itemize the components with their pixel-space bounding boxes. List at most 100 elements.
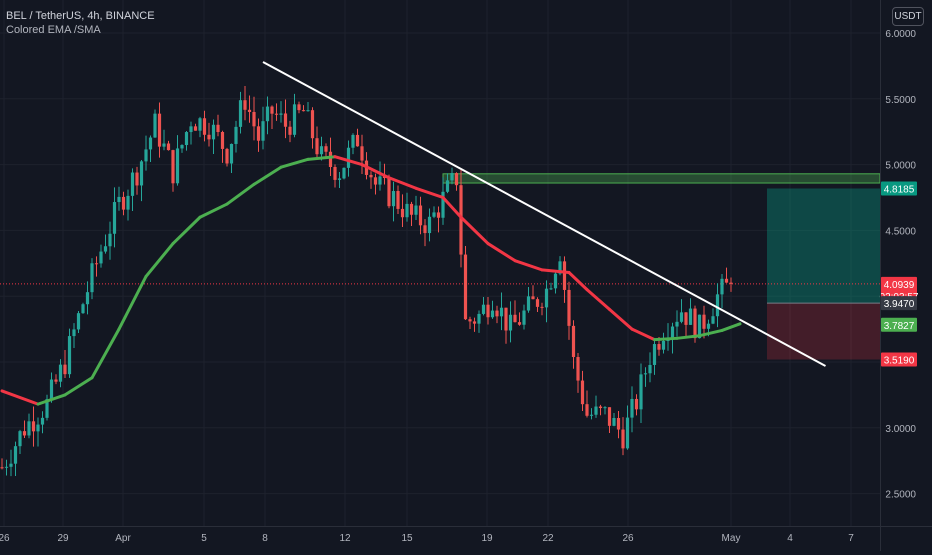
time-tick-label: 22 xyxy=(542,533,554,544)
candle-body xyxy=(13,446,18,464)
candle-body xyxy=(639,374,643,410)
time-axis[interactable] xyxy=(0,526,880,551)
ma-segment xyxy=(90,327,121,380)
candle-body xyxy=(585,404,589,416)
ma-segment xyxy=(513,259,544,272)
candle-body xyxy=(67,336,72,375)
ma-segment xyxy=(306,155,337,161)
candle-body xyxy=(279,113,283,115)
candle-body xyxy=(153,113,157,138)
price-axis[interactable] xyxy=(880,0,932,526)
candle-body xyxy=(144,149,148,162)
candle-body xyxy=(189,126,193,133)
candle-body xyxy=(454,173,459,186)
candle-body xyxy=(256,126,261,141)
candle-body xyxy=(526,296,531,311)
candle-body xyxy=(423,225,427,234)
candle-body xyxy=(378,176,382,185)
ma-segment xyxy=(630,327,656,342)
time-tick-label: 8 xyxy=(262,533,268,544)
candle-body xyxy=(148,137,153,150)
candle-body xyxy=(9,463,13,467)
currency-badge[interactable]: USDT xyxy=(892,7,924,26)
candle-body xyxy=(180,145,184,149)
candle-body xyxy=(49,379,54,400)
candle-body xyxy=(211,124,216,140)
candle-body xyxy=(243,100,247,110)
candle-body xyxy=(414,205,418,215)
time-tick-label: 26 xyxy=(622,533,634,544)
candle-body xyxy=(297,104,301,111)
candle-body xyxy=(693,308,697,339)
symbol-title[interactable]: BEL / TetherUS, 4h, BINANCE xyxy=(6,10,155,22)
candle-body xyxy=(130,172,135,196)
ma-segment xyxy=(698,328,724,338)
candle-body xyxy=(427,216,432,234)
price-tick-label: 5.5000 xyxy=(885,95,916,106)
candle-body xyxy=(481,304,486,314)
candle-body xyxy=(621,429,625,449)
ma-segment xyxy=(720,322,742,332)
candle-body xyxy=(319,146,324,155)
candle-body xyxy=(306,110,310,112)
candle-body xyxy=(675,321,679,327)
candle-body xyxy=(436,212,441,218)
candle-body xyxy=(517,322,522,325)
candle-body xyxy=(400,208,405,218)
candle-body xyxy=(540,306,544,308)
candle-body xyxy=(36,424,40,432)
candle-body xyxy=(558,261,562,274)
entry-price-label-text: 3.9470 xyxy=(884,299,915,310)
candle-body xyxy=(409,203,414,215)
time-tick-label: Apr xyxy=(115,533,131,544)
candle-body xyxy=(27,421,31,436)
candle-body xyxy=(603,407,607,409)
ma-line xyxy=(0,155,742,406)
candlesticks xyxy=(0,86,733,477)
candle-body xyxy=(351,134,355,148)
candle-body xyxy=(576,357,580,381)
candle-body xyxy=(477,313,481,324)
candle-body xyxy=(706,323,711,329)
candle-body xyxy=(108,233,112,247)
candle-body xyxy=(468,319,472,322)
candle-body xyxy=(193,126,198,131)
ma-segment xyxy=(441,196,463,219)
candle-body xyxy=(405,203,409,218)
candle-body xyxy=(711,316,715,324)
candle-body xyxy=(387,178,391,207)
ma-segment xyxy=(414,186,445,199)
candle-body xyxy=(472,321,477,324)
candle-body xyxy=(360,146,364,161)
indicator-title[interactable]: Colored EMA /SMA xyxy=(6,24,101,36)
ma-segment xyxy=(144,242,175,278)
candle-body xyxy=(270,106,274,114)
grid-lines xyxy=(0,0,880,526)
candle-body xyxy=(171,150,175,184)
candle-body xyxy=(265,106,270,122)
ma-segment xyxy=(252,165,283,186)
candle-body xyxy=(391,191,396,207)
candle-body xyxy=(544,288,549,308)
candle-body xyxy=(652,344,657,365)
candle-body xyxy=(45,399,49,418)
candle-body xyxy=(697,314,702,339)
candle-body xyxy=(247,109,252,112)
candle-body xyxy=(112,202,117,234)
resistance-zone xyxy=(442,173,881,184)
candle-body xyxy=(720,278,724,295)
candle-body xyxy=(567,289,571,326)
candle-body xyxy=(418,205,423,226)
ma-segment xyxy=(486,242,517,263)
candle-body xyxy=(522,310,526,325)
trendline[interactable] xyxy=(262,61,826,367)
candle-body xyxy=(612,417,616,426)
candle-body xyxy=(81,304,85,314)
candle-body xyxy=(220,131,225,149)
candle-body xyxy=(562,261,567,290)
candle-body xyxy=(549,288,553,290)
ema-price-label-bg xyxy=(881,317,917,332)
candle-body xyxy=(135,172,139,186)
